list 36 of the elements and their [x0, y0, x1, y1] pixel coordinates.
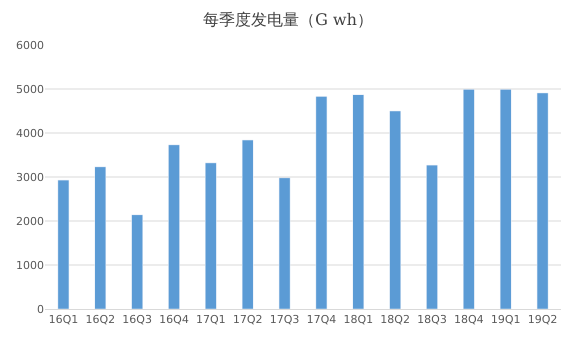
x-tick-label: 19Q1	[490, 313, 521, 326]
y-tick-label: 2000	[16, 214, 44, 228]
x-tick-label: 17Q4	[306, 313, 336, 326]
x-tick-label: 18Q1	[343, 313, 374, 326]
x-tick-label: 18Q4	[454, 313, 484, 326]
bar	[426, 164, 438, 309]
x-tick-label: 16Q3	[122, 313, 152, 326]
x-tick-label: 17Q3	[270, 313, 300, 326]
y-tick-label: 5000	[16, 82, 44, 96]
x-tick-label: 17Q1	[196, 313, 226, 326]
bar	[242, 140, 254, 309]
bar	[463, 89, 475, 309]
bar	[316, 96, 328, 309]
bar	[58, 180, 70, 309]
y-tick-label: 0	[37, 302, 44, 316]
bar	[500, 89, 512, 309]
y-tick-label: 6000	[16, 38, 44, 52]
bar	[205, 162, 217, 309]
bar	[352, 94, 364, 309]
chart-title: 每季度发电量（G wh）	[203, 10, 373, 29]
x-tick-label: 18Q3	[417, 313, 447, 326]
x-tick-label: 17Q2	[232, 313, 263, 326]
bar	[278, 178, 290, 309]
bar	[536, 92, 548, 309]
x-tick-label: 19Q2	[528, 313, 558, 326]
x-tick-label: 16Q2	[85, 313, 116, 326]
x-tick-label: 18Q2	[380, 313, 410, 326]
y-tick-label: 4000	[16, 126, 44, 140]
y-tick-label: 3000	[16, 170, 44, 184]
bar	[168, 144, 180, 309]
bar	[131, 214, 143, 309]
x-tick-label: 16Q1	[48, 313, 78, 326]
y-tick-label: 1000	[16, 258, 44, 272]
bar	[94, 166, 106, 309]
bar	[389, 110, 401, 309]
x-tick-label: 16Q4	[159, 313, 189, 326]
